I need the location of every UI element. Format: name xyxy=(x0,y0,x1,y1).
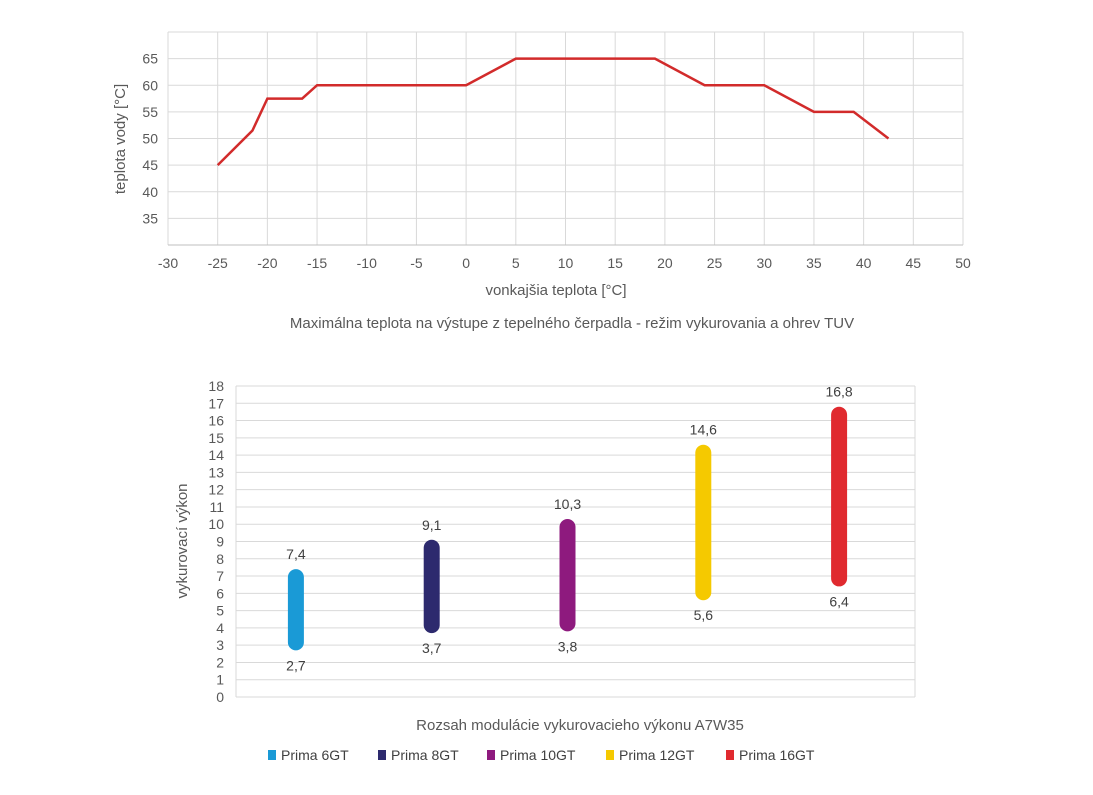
x-tick-label: 50 xyxy=(955,255,971,271)
min-value-label: 3,7 xyxy=(422,640,442,656)
y-tick-label: 1 xyxy=(216,672,224,688)
x-tick-label: 5 xyxy=(512,255,520,271)
range-bar xyxy=(695,444,712,601)
y-tick-label: 50 xyxy=(142,131,158,147)
line-chart-y-ticks: 35 40 45 50 55 60 65 xyxy=(142,51,158,227)
range-bar xyxy=(831,406,848,587)
legend-swatch xyxy=(726,750,734,760)
y-tick-label: 13 xyxy=(208,464,224,480)
line-chart-caption: Maximálna teplota na výstupe z tepelného… xyxy=(290,315,854,332)
x-tick-label: 30 xyxy=(756,255,772,271)
x-tick-label: 35 xyxy=(806,255,822,271)
y-tick-label: 0 xyxy=(216,689,224,705)
legend-label: Prima 12GT xyxy=(619,747,695,763)
y-tick-label: 3 xyxy=(216,637,224,653)
y-tick-label: 6 xyxy=(216,585,224,601)
y-tick-label: 5 xyxy=(216,603,224,619)
line-chart-x-ticks: -30 -25 -20 -15 -10 -5 0 5 10 15 20 25 30 35 40 45 50 xyxy=(158,255,971,271)
legend-label: Prima 16GT xyxy=(739,747,815,763)
x-tick-label: 15 xyxy=(607,255,623,271)
x-tick-label: -15 xyxy=(307,255,327,271)
legend-label: Prima 6GT xyxy=(281,747,349,763)
legend-swatch xyxy=(487,750,495,760)
range-chart-legend: Prima 6GT Prima 8GT Prima 10GT Prima 12GT Pr… xyxy=(268,747,815,763)
y-tick-label: 16 xyxy=(208,413,224,429)
y-tick-label: 2 xyxy=(216,654,224,670)
y-tick-label: 18 xyxy=(208,378,224,394)
y-tick-label: 40 xyxy=(142,184,158,200)
x-tick-label: 40 xyxy=(856,255,872,271)
y-tick-label: 15 xyxy=(208,430,224,446)
range-bar xyxy=(559,519,576,632)
range-bar xyxy=(287,569,304,651)
y-tick-label: 65 xyxy=(142,51,158,67)
x-tick-label: 10 xyxy=(558,255,574,271)
max-value-label: 10,3 xyxy=(554,496,581,512)
max-value-label: 7,4 xyxy=(286,546,306,562)
x-tick-label: -5 xyxy=(410,255,423,271)
legend-swatch xyxy=(378,750,386,760)
y-tick-label: 8 xyxy=(216,551,224,567)
y-tick-label: 9 xyxy=(216,534,224,550)
x-tick-label: -25 xyxy=(208,255,228,271)
range-chart-caption: Rozsah modulácie vykurovacieho výkonu A7… xyxy=(416,717,744,734)
y-tick-label: 60 xyxy=(142,77,158,93)
y-tick-label: 17 xyxy=(208,395,224,411)
line-chart-x-label: vonkajšia teplota [°C] xyxy=(485,282,626,299)
max-value-label: 14,6 xyxy=(690,422,717,438)
y-tick-label: 55 xyxy=(142,104,158,120)
y-tick-label: 12 xyxy=(208,482,224,498)
range-bar xyxy=(423,539,440,634)
min-value-label: 2,7 xyxy=(286,657,306,673)
y-tick-label: 35 xyxy=(142,210,158,226)
y-tick-label: 11 xyxy=(209,499,224,515)
line-chart: 35 40 45 50 55 60 65 -30 -25 -20 -15 -10 -5 0 5 10 15 20… xyxy=(112,31,971,332)
x-tick-label: -30 xyxy=(158,255,178,271)
line-chart-grid xyxy=(167,31,964,246)
legend-label: Prima 10GT xyxy=(500,747,576,763)
y-tick-label: 4 xyxy=(216,620,224,636)
y-tick-label: 7 xyxy=(216,568,224,584)
legend-label: Prima 8GT xyxy=(391,747,459,763)
y-tick-label: 14 xyxy=(208,447,224,463)
range-chart-bars: 7,4 2,7 9,1 3,7 10,3 3,8 14,6 5,6 16,8 6,4 xyxy=(286,384,853,674)
min-value-label: 5,6 xyxy=(694,607,714,623)
min-value-label: 6,4 xyxy=(829,593,849,609)
range-chart-y-label: vykurovací výkon xyxy=(174,483,191,598)
max-value-label: 16,8 xyxy=(825,384,852,400)
line-series xyxy=(216,57,890,167)
x-tick-label: 45 xyxy=(906,255,922,271)
legend-swatch xyxy=(606,750,614,760)
x-tick-label: 20 xyxy=(657,255,673,271)
x-tick-label: 25 xyxy=(707,255,723,271)
x-tick-label: -10 xyxy=(357,255,377,271)
x-tick-label: 0 xyxy=(462,255,470,271)
y-tick-label: 10 xyxy=(208,516,224,532)
y-tick-label: 45 xyxy=(142,157,158,173)
x-tick-label: -20 xyxy=(257,255,277,271)
max-value-label: 9,1 xyxy=(422,517,442,533)
line-chart-y-label: teplota vody [°C] xyxy=(112,84,129,194)
min-value-label: 3,8 xyxy=(558,638,578,654)
legend-swatch xyxy=(268,750,276,760)
